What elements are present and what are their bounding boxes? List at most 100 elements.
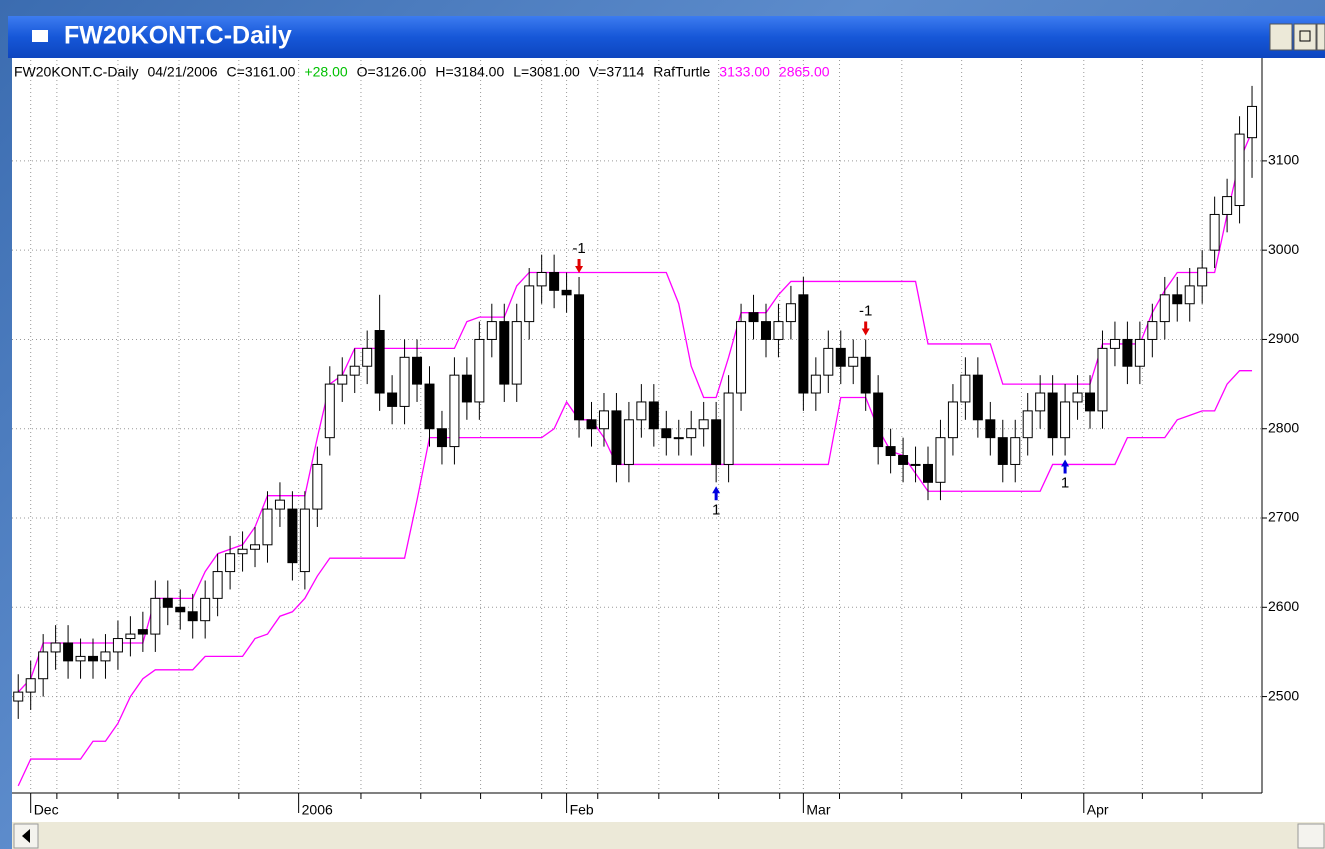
band-line bbox=[17, 370, 1253, 787]
candle-body bbox=[312, 463, 323, 510]
x-tick-label: Mar bbox=[806, 802, 830, 818]
header-item: 2865.00 bbox=[779, 64, 830, 80]
candle-body bbox=[1247, 105, 1258, 139]
maximize-icon bbox=[1299, 30, 1311, 42]
candle-body bbox=[287, 508, 298, 564]
candle-body bbox=[137, 629, 148, 635]
scroll-thumb[interactable] bbox=[1297, 823, 1325, 849]
close-button[interactable] bbox=[1316, 23, 1325, 51]
candle-body bbox=[898, 455, 909, 465]
candle-body bbox=[412, 356, 423, 385]
candle-body bbox=[374, 330, 385, 394]
candle-body bbox=[38, 651, 49, 680]
candle-body bbox=[187, 611, 198, 622]
candle-body bbox=[299, 508, 310, 573]
candle-body bbox=[1184, 285, 1195, 305]
minimize-button[interactable] bbox=[1269, 23, 1293, 51]
header-item: FW20KONT.C-Daily bbox=[14, 64, 138, 80]
header-item: 04/21/2006 bbox=[147, 64, 217, 80]
title-bar bbox=[8, 16, 1325, 58]
candle-body bbox=[499, 321, 510, 385]
candle-body bbox=[436, 428, 447, 448]
signal-label: -1 bbox=[572, 240, 585, 257]
candle-body bbox=[337, 374, 348, 385]
header-item: +28.00 bbox=[304, 64, 347, 80]
candle-body bbox=[13, 691, 24, 702]
candle-body bbox=[686, 428, 697, 439]
candle-body bbox=[848, 356, 859, 367]
signal-arrow bbox=[1061, 459, 1070, 474]
y-tick-label: 2500 bbox=[1268, 687, 1299, 703]
candle-body bbox=[935, 437, 946, 483]
candle-body bbox=[723, 392, 734, 465]
candle-body bbox=[1159, 294, 1170, 323]
y-tick-label: 2900 bbox=[1268, 330, 1299, 346]
candle-body bbox=[524, 285, 535, 323]
header-item: RafTurtle bbox=[653, 64, 710, 80]
candle-body bbox=[923, 463, 934, 483]
y-tick-label: 2800 bbox=[1268, 419, 1299, 435]
candle-body bbox=[549, 271, 560, 291]
candle-body bbox=[1147, 321, 1158, 340]
y-tick-label: 3100 bbox=[1268, 152, 1299, 168]
header-item: V=37114 bbox=[589, 64, 645, 80]
candle-body bbox=[698, 419, 709, 430]
candle-body bbox=[212, 571, 223, 599]
candle-body bbox=[1047, 392, 1058, 439]
signal-label: 1 bbox=[1061, 474, 1069, 491]
signal-arrow bbox=[575, 258, 584, 273]
candle-body bbox=[63, 642, 74, 662]
candle-body bbox=[860, 356, 871, 394]
maximize-button[interactable] bbox=[1293, 23, 1317, 51]
candle-body bbox=[536, 271, 547, 287]
candle-body bbox=[598, 410, 609, 430]
candle-body bbox=[960, 374, 971, 403]
x-tick-label: Feb bbox=[570, 802, 594, 818]
candle-body bbox=[88, 655, 99, 662]
candle-body bbox=[424, 383, 435, 430]
candle-body bbox=[1097, 347, 1108, 412]
candle-body bbox=[810, 374, 821, 394]
candle-body bbox=[561, 289, 572, 296]
candle-body bbox=[1085, 392, 1096, 412]
x-tick-label: 2006 bbox=[302, 802, 333, 818]
candle-body bbox=[1109, 338, 1120, 349]
candle-body bbox=[972, 374, 983, 421]
candle-body bbox=[736, 321, 747, 394]
candle-body bbox=[399, 356, 410, 407]
candle-body bbox=[1035, 392, 1046, 412]
header-item: L=3081.00 bbox=[513, 64, 580, 80]
candle-body bbox=[873, 392, 884, 448]
candle-body bbox=[947, 401, 958, 439]
candle-body bbox=[648, 401, 659, 430]
candle-body bbox=[711, 419, 722, 465]
candle-body bbox=[623, 419, 634, 465]
candle-body bbox=[162, 597, 173, 608]
candle-body bbox=[985, 419, 996, 439]
signal-label: -1 bbox=[859, 302, 872, 319]
candle-body bbox=[885, 446, 896, 457]
candle-body bbox=[1072, 392, 1083, 403]
candle-body bbox=[324, 383, 335, 439]
candle-body bbox=[50, 642, 61, 653]
scrollbar[interactable] bbox=[12, 822, 1325, 849]
candle-body bbox=[461, 374, 472, 403]
candle-body bbox=[823, 347, 834, 376]
candle-body bbox=[511, 321, 522, 385]
candle-body bbox=[1209, 213, 1220, 251]
candle-body bbox=[1197, 267, 1208, 287]
candle-body bbox=[910, 463, 921, 466]
window-icon bbox=[32, 30, 48, 42]
candle-body bbox=[250, 544, 261, 550]
signal-arrow bbox=[712, 486, 721, 501]
candle-body bbox=[760, 321, 771, 340]
candle-body bbox=[1122, 338, 1133, 367]
candle-body bbox=[661, 428, 672, 439]
candle-body bbox=[225, 553, 236, 573]
candle-body bbox=[798, 294, 809, 394]
candle-body bbox=[1172, 294, 1183, 305]
candle-body bbox=[636, 401, 647, 421]
candle-body bbox=[100, 651, 111, 662]
candle-body bbox=[997, 437, 1008, 465]
